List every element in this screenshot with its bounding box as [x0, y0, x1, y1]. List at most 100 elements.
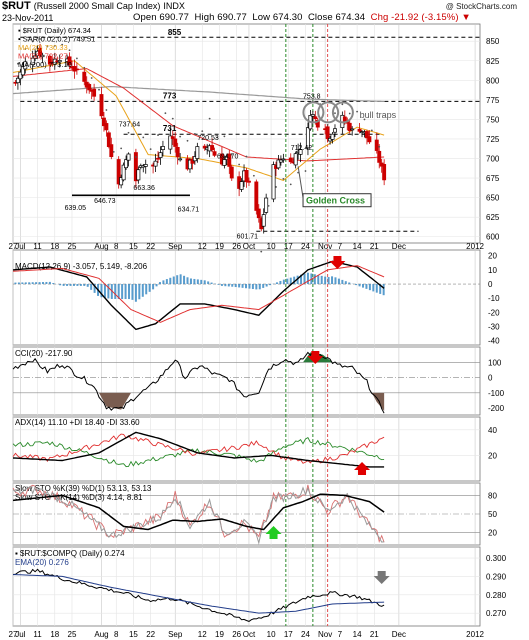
open-value: Open 690.77 [133, 12, 190, 23]
x-tick-label-mid: 21 [370, 242, 379, 251]
macd-hist-bar [217, 284, 220, 285]
macd-hist-bar [14, 282, 17, 285]
macd-hist-bar [35, 282, 38, 285]
low-value: Low 674.30 [252, 12, 303, 23]
candle-body [158, 152, 163, 158]
ratio-panel [12, 546, 481, 627]
chart-date: 23-Nov-2011 [2, 13, 54, 23]
macd-hist-bar [114, 284, 117, 299]
x-tick-label-mid: 18 [50, 242, 59, 251]
price-label: 663.36 [133, 185, 155, 192]
macd-hist-bar [152, 284, 155, 290]
golden-cross-pointer [297, 166, 304, 198]
level-773-label: 773 [163, 91, 177, 100]
sar-dot [179, 135, 182, 138]
candle-body [104, 123, 109, 131]
candle-body [305, 127, 310, 149]
candle-body [239, 181, 244, 190]
x-tick-label: 19 [215, 630, 224, 639]
macd-hist-bar [365, 284, 368, 289]
candle-body [153, 160, 158, 167]
x-tick-label-mid: 7 [338, 242, 343, 251]
x-tick-label: 15 [129, 630, 138, 639]
macd-hist-bar [296, 275, 299, 285]
sar-dot [282, 177, 285, 180]
macd-hist-bar [103, 284, 106, 298]
price-y-tick: 650 [486, 194, 500, 203]
macd-hist-bar [337, 278, 340, 285]
cci-label: CCI(20) -217.90 [15, 349, 73, 358]
price-y-tick: 600 [486, 233, 500, 242]
candle-body [210, 145, 215, 151]
macd-hist-bar [245, 284, 248, 289]
candle-body [121, 164, 126, 181]
candle-body [156, 157, 160, 160]
macd-y-tick: -20 [488, 308, 500, 317]
price-y-tick: 625 [486, 213, 500, 222]
symbol: $RUT [2, 0, 31, 12]
sar-dot [304, 170, 307, 172]
plus-di-line [12, 436, 385, 468]
price-y-tick: 675 [486, 174, 500, 183]
macd-hist-bar [348, 282, 351, 285]
candle-body [219, 153, 224, 165]
macd-hist-bar [21, 282, 24, 285]
candle-body [173, 138, 178, 147]
x-tick-label-mid: Oct [243, 242, 256, 251]
macd-hist-bar [38, 282, 41, 285]
x-tick-label-mid: 2012 [466, 242, 484, 251]
macd-hist-bar [220, 284, 223, 286]
macd-y-tick: 10 [488, 266, 497, 275]
macd-hist-bar [317, 275, 320, 285]
macd-hist-bar [72, 284, 75, 286]
candle-body [136, 169, 141, 181]
macd-hist-bar [248, 284, 251, 289]
sar-dot [149, 148, 152, 151]
x-tick-label: 14 [353, 630, 362, 639]
macd-hist-bar [189, 278, 192, 285]
price-y-tick: 700 [486, 155, 500, 164]
macd-hist-bar [131, 284, 134, 300]
candle-body [222, 159, 227, 166]
sto14-k-line [12, 485, 385, 545]
sar-dot [186, 139, 189, 142]
sar-dot [275, 186, 277, 188]
sar-dot [363, 118, 366, 121]
x-tick-label: Sep [168, 630, 183, 639]
macd-hist-bar [255, 284, 258, 290]
golden-cross-label: Golden Cross [306, 196, 365, 206]
candle-body [333, 128, 337, 133]
x-tick-label-mid: 27 [9, 242, 18, 251]
candle-body [87, 84, 92, 91]
x-tick-label-mid: Nov [318, 242, 332, 251]
macd-hist-bar [375, 284, 378, 293]
macd-hist-bar [83, 284, 86, 286]
macd-hist-bar [28, 282, 31, 285]
green-up-arrow-icon [265, 526, 282, 539]
macd-hist-bar [207, 281, 210, 285]
close-value: Close 674.34 [307, 12, 366, 23]
candle-body [281, 158, 286, 161]
macd-hist-bar [100, 284, 103, 298]
macd-hist-bar [275, 282, 278, 285]
macd-hist-bar [59, 284, 62, 286]
legend-entry: ▪ SAR(0.02,0.2) 749.51 [18, 35, 95, 44]
cci-y-tick: 0 [488, 374, 493, 383]
cci-panel [12, 346, 481, 416]
x-tick-label-mid: 11 [33, 242, 42, 251]
macd-hist-bar [251, 284, 254, 290]
macd-hist-bar [172, 276, 175, 285]
candle-body [229, 166, 234, 179]
price-y-tick: 825 [486, 57, 500, 66]
red-up-arrow-icon [354, 462, 371, 475]
bull-trap-circle [317, 101, 340, 124]
price-label: 737.64 [119, 121, 141, 128]
ratio-y-tick: 0.290 [486, 572, 507, 581]
x-tick-label-mid: 17 [284, 242, 293, 251]
candle-body [374, 139, 379, 151]
x-tick-label-mid: 14 [353, 242, 362, 251]
sar-dot [127, 131, 130, 134]
sto-y-tick: 50 [488, 510, 497, 519]
x-tick-label: 21 [370, 630, 379, 639]
macd-hist-bar [289, 277, 292, 285]
